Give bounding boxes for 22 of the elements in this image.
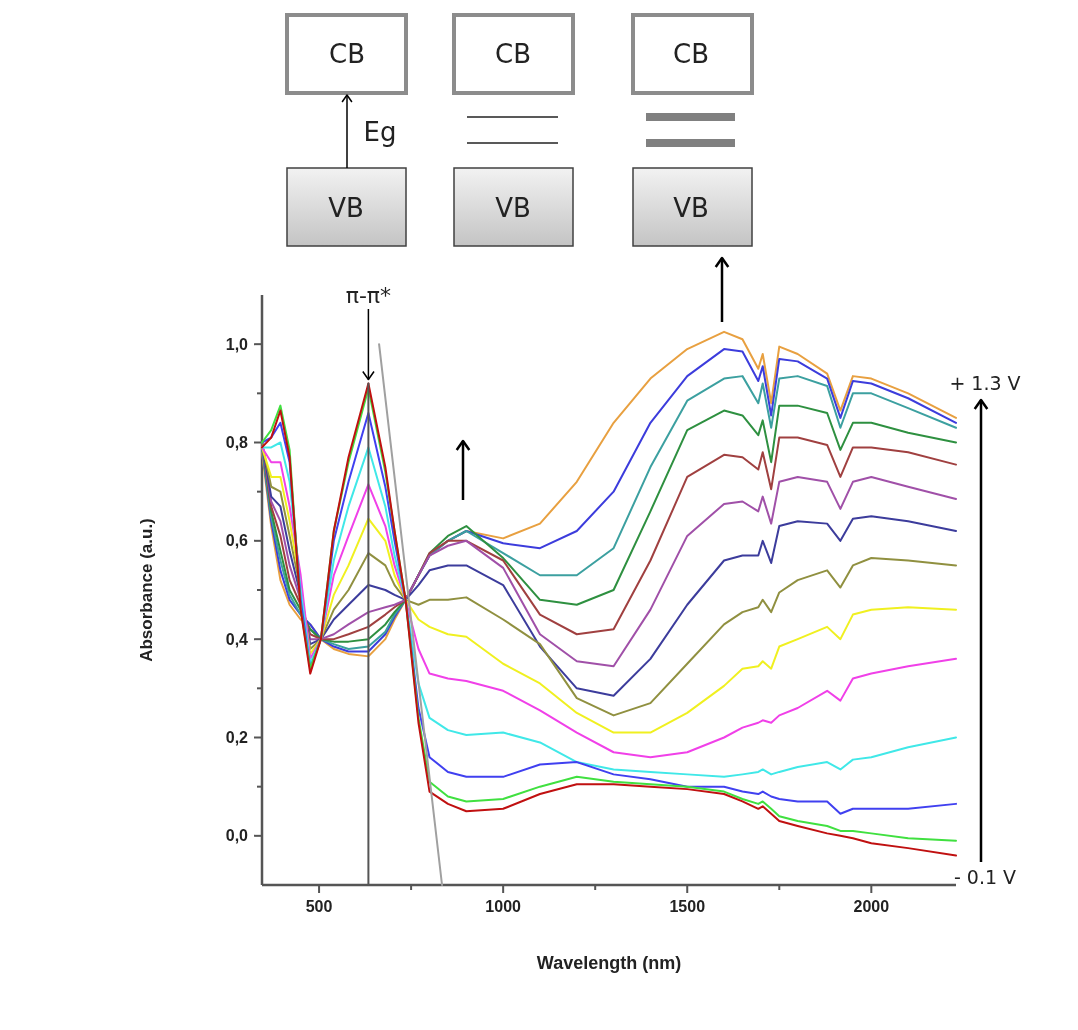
x-tick-label: 1500 bbox=[669, 898, 706, 915]
text: CB bbox=[495, 39, 531, 70]
x-tick-label: 2000 bbox=[853, 898, 890, 915]
annotation: + 1.3 V bbox=[949, 371, 1021, 394]
y-tick-label: 0,2 bbox=[225, 729, 249, 747]
text: CB bbox=[673, 39, 709, 70]
text: Eg bbox=[363, 117, 397, 148]
x-tick-label: 1000 bbox=[485, 898, 522, 915]
y-tick-label: 0,8 bbox=[225, 434, 249, 452]
text: CB bbox=[329, 39, 365, 70]
y-tick-label: 1,0 bbox=[225, 335, 249, 353]
x-tick-label: 500 bbox=[305, 898, 333, 915]
y-tick-label: 0,4 bbox=[225, 630, 249, 648]
text: VB bbox=[328, 193, 364, 224]
text: VB bbox=[495, 193, 531, 224]
text: VB bbox=[673, 193, 709, 224]
y-tick-label: 0,0 bbox=[225, 827, 249, 845]
y-tick-label: 0,6 bbox=[225, 532, 249, 550]
annotation: π-π* bbox=[345, 283, 392, 308]
x-axis-title: Wavelength (nm) bbox=[536, 953, 682, 973]
y-axis-title: Absorbance (a.u.) bbox=[137, 518, 156, 662]
annotation: - 0.1 V bbox=[953, 865, 1017, 888]
